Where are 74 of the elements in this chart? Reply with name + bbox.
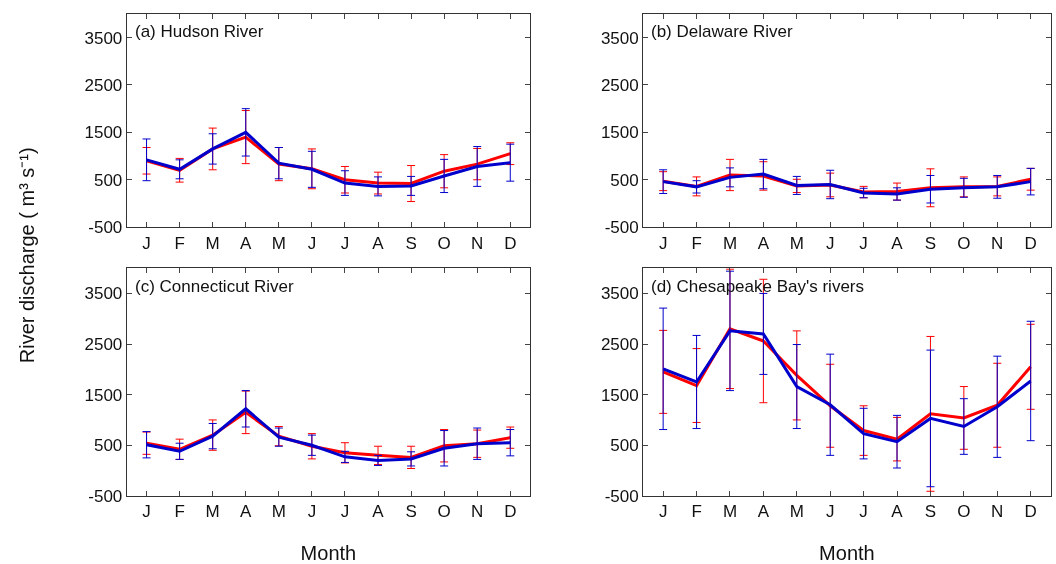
x-tick-label: F xyxy=(174,502,185,522)
x-tick-label: J xyxy=(859,233,868,253)
y-tick-label: 2500 xyxy=(600,334,639,354)
x-tick-label: M xyxy=(722,502,738,522)
x-tick-label: O xyxy=(957,502,971,522)
y-tick-label: 1500 xyxy=(84,123,123,143)
x-tick-label: J xyxy=(859,502,868,522)
x-tick-label: S xyxy=(924,233,937,253)
x-tick-label: M xyxy=(722,233,738,253)
x-tick-label: J xyxy=(307,233,317,253)
x-axis-title: Month xyxy=(819,542,875,564)
x-tick-label: A xyxy=(891,233,904,253)
y-tick-label: 2500 xyxy=(84,75,123,95)
x-tick-label: O xyxy=(437,233,451,253)
y-tick-label: -500 xyxy=(88,486,123,506)
x-tick-label: M xyxy=(271,502,286,522)
x-tick-label: D xyxy=(504,233,517,253)
y-tick-label: 3500 xyxy=(84,28,123,48)
y-tick-label: 3500 xyxy=(600,28,639,48)
x-tick-label: J xyxy=(658,502,668,522)
y-tick-label: 3500 xyxy=(600,284,639,304)
x-tick-label: S xyxy=(924,502,937,522)
y-tick-label: 500 xyxy=(610,170,639,190)
x-tick-label: D xyxy=(504,502,517,522)
x-tick-label: J xyxy=(825,502,835,522)
x-tick-label: J xyxy=(340,502,350,522)
x-tick-label: O xyxy=(957,233,971,253)
x-tick-label: J xyxy=(307,502,317,522)
y-tick-label: 2500 xyxy=(600,75,639,95)
x-tick-label: A xyxy=(891,502,904,522)
x-axis-title: Month xyxy=(300,542,357,564)
y-tick-label: 2500 xyxy=(84,334,123,354)
x-tick-label: A xyxy=(372,502,385,522)
x-tick-label: F xyxy=(174,233,185,253)
x-tick-label: S xyxy=(405,233,417,253)
x-tick-label: N xyxy=(991,502,1004,522)
x-tick-label: F xyxy=(691,233,702,253)
y-tick-label: 500 xyxy=(93,170,123,190)
x-tick-label: D xyxy=(1024,233,1037,253)
x-tick-label: A xyxy=(757,233,770,253)
y-axis-title: River discharge ( m³ s⁻¹) xyxy=(15,147,38,364)
x-tick-label: M xyxy=(271,233,286,253)
y-tick-label: 500 xyxy=(93,436,123,456)
x-tick-label: O xyxy=(437,502,451,522)
x-tick-label: M xyxy=(205,502,220,522)
x-tick-label: M xyxy=(789,233,804,253)
x-tick-label: N xyxy=(991,233,1004,253)
x-tick-label: A xyxy=(240,233,253,253)
x-tick-label: N xyxy=(471,502,484,522)
y-tick-label: 1500 xyxy=(600,123,639,143)
y-tick-label: 3500 xyxy=(84,284,123,304)
x-tick-label: N xyxy=(471,233,484,253)
x-tick-label: J xyxy=(142,233,151,253)
y-tick-label: 500 xyxy=(610,436,639,456)
x-tick-label: J xyxy=(142,502,151,522)
text: (c) Connecticut River xyxy=(135,277,295,296)
x-tick-label: S xyxy=(405,502,417,522)
x-tick-label: F xyxy=(691,502,702,522)
y-tick-label: -500 xyxy=(88,218,123,238)
y-tick-label: -500 xyxy=(604,218,639,238)
y-tick-label: -500 xyxy=(604,486,639,506)
text: (a) Hudson River xyxy=(135,22,264,41)
text: (b) Delaware River xyxy=(651,22,794,41)
x-tick-label: A xyxy=(372,233,385,253)
x-tick-label: J xyxy=(340,233,350,253)
x-tick-label: M xyxy=(205,233,220,253)
x-tick-label: D xyxy=(1024,502,1037,522)
y-tick-label: 1500 xyxy=(84,385,123,405)
x-tick-label: M xyxy=(789,502,804,522)
x-tick-label: J xyxy=(658,233,668,253)
x-tick-label: A xyxy=(757,502,770,522)
x-tick-label: A xyxy=(240,502,253,522)
y-tick-label: 1500 xyxy=(600,385,639,405)
x-tick-label: J xyxy=(825,233,835,253)
